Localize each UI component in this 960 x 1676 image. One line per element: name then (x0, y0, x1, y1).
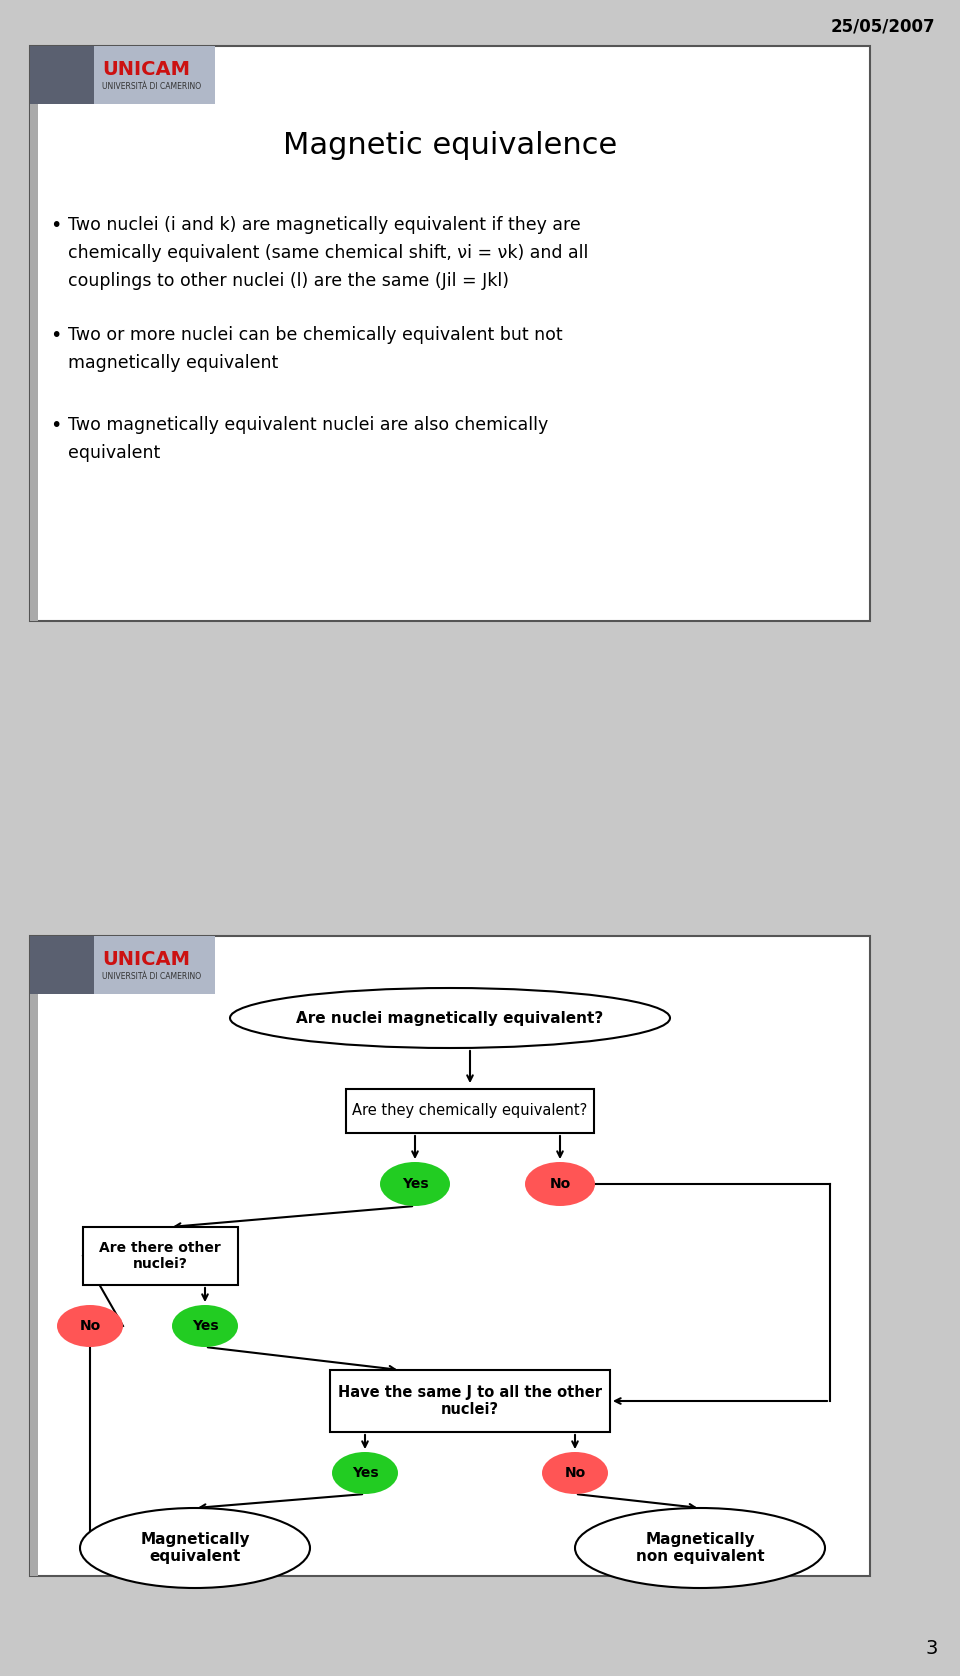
Ellipse shape (542, 1451, 608, 1493)
Text: Have the same J to all the other
nuclei?: Have the same J to all the other nuclei? (338, 1384, 602, 1418)
Text: •: • (50, 416, 61, 436)
Text: chemically equivalent (same chemical shift, νi = νk) and all: chemically equivalent (same chemical shi… (68, 245, 588, 261)
Text: 3: 3 (925, 1639, 938, 1658)
Text: Magnetic equivalence: Magnetic equivalence (283, 131, 617, 161)
Text: UNIVERSITÀ DI CAMERINO: UNIVERSITÀ DI CAMERINO (102, 972, 201, 980)
Ellipse shape (575, 1508, 825, 1587)
Text: UNIVERSITÀ DI CAMERINO: UNIVERSITÀ DI CAMERINO (102, 82, 201, 91)
FancyBboxPatch shape (330, 1369, 610, 1431)
Text: Two magnetically equivalent nuclei are also chemically: Two magnetically equivalent nuclei are a… (68, 416, 548, 434)
Text: Two nuclei (i and k) are magnetically equivalent if they are: Two nuclei (i and k) are magnetically eq… (68, 216, 581, 235)
Text: UNICAM: UNICAM (102, 60, 190, 79)
Text: No: No (564, 1466, 586, 1480)
Text: Yes: Yes (351, 1466, 378, 1480)
FancyBboxPatch shape (30, 994, 38, 1575)
Ellipse shape (80, 1508, 310, 1587)
FancyBboxPatch shape (30, 45, 94, 104)
FancyBboxPatch shape (30, 935, 94, 994)
Ellipse shape (380, 1161, 450, 1207)
FancyBboxPatch shape (83, 1227, 237, 1285)
Text: Yes: Yes (192, 1319, 218, 1332)
Text: Yes: Yes (401, 1177, 428, 1192)
Text: Magnetically
equivalent: Magnetically equivalent (140, 1532, 250, 1564)
Text: •: • (50, 216, 61, 235)
FancyBboxPatch shape (30, 935, 870, 1575)
FancyBboxPatch shape (346, 1089, 594, 1133)
Ellipse shape (525, 1161, 595, 1207)
Text: •: • (50, 327, 61, 345)
FancyBboxPatch shape (30, 935, 215, 994)
Text: Two or more nuclei can be chemically equivalent but not: Two or more nuclei can be chemically equ… (68, 327, 563, 344)
Ellipse shape (230, 987, 670, 1048)
Text: magnetically equivalent: magnetically equivalent (68, 354, 278, 372)
Text: No: No (549, 1177, 570, 1192)
FancyBboxPatch shape (30, 45, 215, 104)
Text: equivalent: equivalent (68, 444, 160, 463)
Text: 25/05/2007: 25/05/2007 (830, 18, 935, 35)
Text: Are they chemically equivalent?: Are they chemically equivalent? (352, 1103, 588, 1118)
FancyBboxPatch shape (30, 45, 870, 622)
Ellipse shape (57, 1306, 123, 1348)
Text: UNICAM: UNICAM (102, 950, 190, 969)
Text: Are nuclei magnetically equivalent?: Are nuclei magnetically equivalent? (297, 1011, 604, 1026)
Text: Magnetically
non equivalent: Magnetically non equivalent (636, 1532, 764, 1564)
FancyBboxPatch shape (30, 104, 38, 622)
Ellipse shape (332, 1451, 398, 1493)
Ellipse shape (172, 1306, 238, 1348)
Text: Are there other
nuclei?: Are there other nuclei? (99, 1240, 221, 1270)
Text: couplings to other nuclei (l) are the same (Jil = Jkl): couplings to other nuclei (l) are the sa… (68, 272, 509, 290)
Text: No: No (80, 1319, 101, 1332)
